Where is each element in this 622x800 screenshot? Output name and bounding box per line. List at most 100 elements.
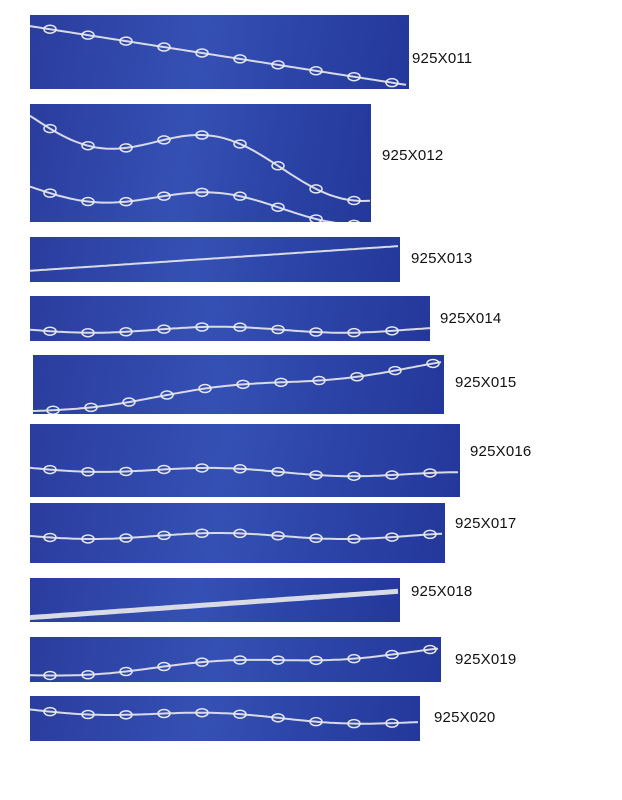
chain-link xyxy=(198,383,212,394)
chain-link xyxy=(46,405,60,414)
chain-link xyxy=(348,219,360,222)
chain-link xyxy=(423,468,437,478)
chain-link xyxy=(309,470,323,480)
chain-link xyxy=(81,140,95,151)
chain-link xyxy=(347,327,361,338)
chain-link xyxy=(312,375,326,386)
chain-link xyxy=(236,379,250,390)
chain-link xyxy=(423,529,437,540)
chain-link xyxy=(309,327,323,337)
chain-link xyxy=(43,706,57,717)
chain-link xyxy=(347,718,361,729)
chain-link xyxy=(233,464,247,474)
chain-image xyxy=(30,706,419,729)
product-code: 925X018 xyxy=(411,583,473,600)
product-photo-925X015 xyxy=(33,355,444,414)
chain-link xyxy=(119,710,133,720)
chain-link xyxy=(233,139,247,149)
product-photo-925X011 xyxy=(30,15,409,89)
chain-link xyxy=(157,191,171,201)
chain-link xyxy=(423,644,437,655)
chain-link xyxy=(233,54,247,64)
chain-link xyxy=(157,324,171,334)
chain-link xyxy=(271,202,285,212)
chain-link xyxy=(157,42,171,52)
chain-link xyxy=(157,135,171,145)
chain-link xyxy=(43,532,57,543)
chain-strand xyxy=(30,185,338,222)
chain-link xyxy=(385,470,399,480)
chain-link xyxy=(309,214,323,222)
chain-link xyxy=(347,653,361,664)
chain-link xyxy=(119,466,133,477)
chain-link xyxy=(274,377,288,388)
product-photo-925X020 xyxy=(30,696,420,741)
product-code: 925X013 xyxy=(411,250,473,267)
chain-link xyxy=(385,77,399,88)
product-photo-925X016 xyxy=(30,424,460,497)
chain-link xyxy=(195,707,209,718)
chain-link xyxy=(385,532,399,542)
chain-link xyxy=(271,713,285,723)
product-photo-925X013 xyxy=(30,237,400,282)
chain-image xyxy=(30,245,399,272)
chain-image xyxy=(30,528,443,544)
chain-link xyxy=(388,365,402,376)
chain-link xyxy=(385,649,399,660)
product-code: 925X020 xyxy=(434,709,496,726)
chain-link xyxy=(385,326,399,336)
chain-link xyxy=(309,184,323,194)
chain-image xyxy=(30,114,371,222)
chain-link xyxy=(426,358,440,369)
chain-link xyxy=(271,655,285,665)
chain-link xyxy=(271,324,285,335)
chain-link xyxy=(81,327,95,338)
chain-link xyxy=(350,372,364,382)
chain-link xyxy=(119,143,133,153)
chain-image xyxy=(33,358,442,414)
product-code: 925X011 xyxy=(412,50,473,67)
chain-link xyxy=(81,669,95,680)
product-photo-925X017 xyxy=(30,503,445,563)
chain-link xyxy=(195,48,209,58)
chain-link xyxy=(81,467,95,477)
chain-link xyxy=(271,531,285,541)
chain-link xyxy=(81,534,95,544)
chain-link xyxy=(119,666,133,677)
chain-link xyxy=(233,322,247,332)
chain-link xyxy=(347,471,361,481)
chain-strand xyxy=(30,588,399,621)
product-photo-925X012 xyxy=(30,104,371,222)
chain-link xyxy=(233,528,247,539)
product-code: 925X015 xyxy=(455,374,517,391)
chain-link xyxy=(385,718,399,728)
chain-link xyxy=(119,327,133,337)
chain-link xyxy=(271,60,285,70)
chain-link xyxy=(43,188,57,198)
chain-link xyxy=(309,655,323,666)
chain-strand xyxy=(30,532,443,540)
chain-link xyxy=(347,71,361,82)
chain-link xyxy=(347,534,361,544)
product-photo-925X014 xyxy=(30,296,430,341)
chain-link xyxy=(122,397,136,407)
product-code: 925X017 xyxy=(455,515,517,532)
chain-link xyxy=(347,195,361,206)
chain-link xyxy=(195,528,209,539)
chain-link xyxy=(81,196,95,207)
chain-image xyxy=(30,588,399,621)
chain-link xyxy=(157,530,171,541)
chain-link xyxy=(43,326,57,336)
chain-link xyxy=(84,402,98,413)
chain-link xyxy=(81,709,95,720)
chain-link xyxy=(309,533,323,544)
chain-strand xyxy=(30,25,407,86)
chain-link xyxy=(160,390,174,400)
chain-link xyxy=(271,467,285,477)
chain-link xyxy=(309,66,323,76)
chain-link xyxy=(233,191,247,201)
chain-image xyxy=(30,463,458,481)
product-photo-925X018 xyxy=(30,578,400,622)
chain-image xyxy=(30,24,407,88)
chain-link xyxy=(195,657,209,667)
